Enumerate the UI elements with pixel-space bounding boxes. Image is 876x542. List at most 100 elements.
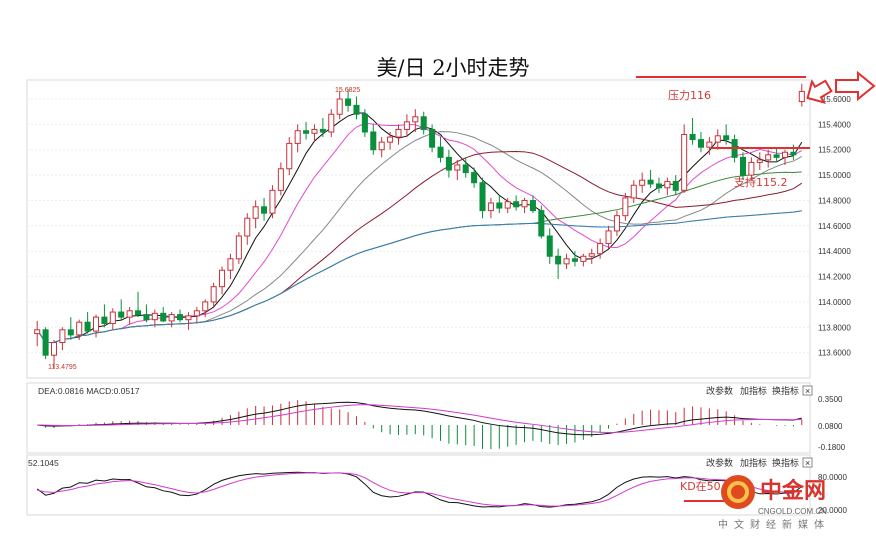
candle-body: [504, 201, 511, 209]
candle-body: [487, 202, 494, 212]
macd-switch-button[interactable]: 换指标: [772, 385, 799, 396]
candle-body: [697, 139, 704, 148]
candle-body: [630, 184, 637, 199]
macd-histogram: [37, 400, 803, 450]
candle-body: [135, 310, 142, 316]
y-tick-label: 114.6000: [818, 222, 851, 231]
candle-body: [143, 314, 150, 321]
candle-body: [496, 202, 503, 209]
resistance-label: 压力116: [668, 89, 711, 102]
grid: [27, 98, 810, 354]
y-tick-label: 115.0000: [818, 171, 851, 180]
up-arrow-icon: [806, 79, 833, 104]
logo-sub: 中文财经新媒体: [718, 518, 830, 531]
low-label: 113.4795: [48, 364, 77, 371]
kd-add-button[interactable]: 加指标: [740, 457, 767, 468]
candle-body: [303, 130, 310, 134]
candle-body: [160, 312, 167, 322]
candle-body: [42, 329, 49, 356]
candle-body: [109, 311, 116, 324]
candle-body: [378, 141, 385, 151]
macd-tick-bottom: -0.1800: [818, 443, 846, 452]
candle-body: [118, 311, 125, 318]
kd-panel-frame: [26, 454, 811, 516]
candle-body: [471, 172, 478, 184]
logo-url: CNGOLD.COM.CN: [758, 507, 827, 516]
candle-body: [244, 217, 251, 237]
candle-body: [294, 130, 301, 144]
macd-add-button[interactable]: 加指标: [740, 385, 767, 396]
candle-body: [765, 154, 772, 161]
candle-body: [261, 206, 268, 214]
y-tick-label: 114.2000: [818, 273, 851, 282]
candle-body: [420, 116, 427, 130]
kd-lines: [36, 471, 803, 508]
candle-body: [613, 215, 620, 232]
kd-switch-button[interactable]: 换指标: [772, 457, 799, 468]
candle-body: [513, 201, 520, 208]
candle-body: [773, 154, 780, 158]
candle-body: [412, 116, 419, 123]
candle-body: [328, 113, 335, 133]
high-label: 15.6825: [335, 87, 360, 94]
candles: [34, 83, 805, 368]
candle-body: [521, 199, 528, 208]
candle-body: [219, 269, 226, 288]
candle-body: [34, 329, 41, 335]
candle-body: [193, 310, 200, 317]
dif-line: [37, 401, 802, 436]
candle-body: [462, 164, 469, 174]
candle-body: [168, 314, 175, 322]
candle-body: [723, 135, 730, 141]
y-tick-label: 115.6000: [818, 95, 851, 104]
candle-body: [286, 142, 293, 170]
macd-legend: DEA:0.0816 MACD:0.0517: [38, 386, 140, 396]
candle-body: [387, 136, 394, 143]
kd-tick-top: 80.0000: [818, 473, 847, 482]
candle-body: [429, 128, 436, 148]
k-line: [36, 471, 803, 508]
candle-body: [689, 134, 696, 141]
candle-body: [571, 258, 578, 262]
y-tick-label: 113.6000: [818, 349, 851, 358]
macd-panel-frame: [26, 382, 811, 454]
candle-body: [555, 255, 562, 265]
candle-body: [622, 197, 629, 217]
kd-close-button[interactable]: [802, 457, 813, 468]
candle-body: [76, 321, 83, 336]
y-tick-label: 114.4000: [818, 247, 851, 256]
y-tick-label: 115.4000: [818, 120, 851, 129]
macd-tick-mid: 0.0800: [818, 422, 843, 431]
candle-body: [706, 141, 713, 148]
candle-body: [319, 128, 326, 133]
candle-body: [311, 128, 318, 134]
candle-body: [151, 312, 158, 321]
y-tick-label: 114.0000: [818, 298, 851, 307]
kd-params-button[interactable]: 改参数: [706, 457, 733, 468]
d-line: [37, 472, 802, 507]
main-panel-frame: [26, 79, 811, 379]
candle-body: [67, 329, 74, 336]
candle-body: [202, 301, 209, 312]
support-label: 支持115.2: [734, 175, 788, 189]
candle-body: [353, 104, 360, 115]
candle-body: [529, 199, 536, 212]
candle-body: [101, 316, 108, 324]
macd-close-button[interactable]: [802, 385, 813, 396]
candle-body: [538, 210, 545, 237]
candle-body: [227, 258, 234, 271]
candle-body: [580, 255, 587, 262]
candle-body: [739, 156, 747, 176]
macd-params-button[interactable]: 改参数: [706, 385, 733, 396]
y-tick-label: 114.8000: [818, 196, 851, 205]
candle-body: [605, 230, 612, 245]
candle-body: [563, 258, 570, 265]
logo-ring-icon: [727, 481, 749, 503]
macd-tick-top: 0.3500: [818, 395, 843, 404]
candle-body: [345, 98, 352, 106]
candle-body: [781, 151, 789, 158]
candle-body: [252, 206, 259, 219]
ma240-line: [36, 210, 802, 343]
cngold-logo: 中金网 CNGOLD.COM.CN 中文财经新媒体: [718, 475, 830, 531]
